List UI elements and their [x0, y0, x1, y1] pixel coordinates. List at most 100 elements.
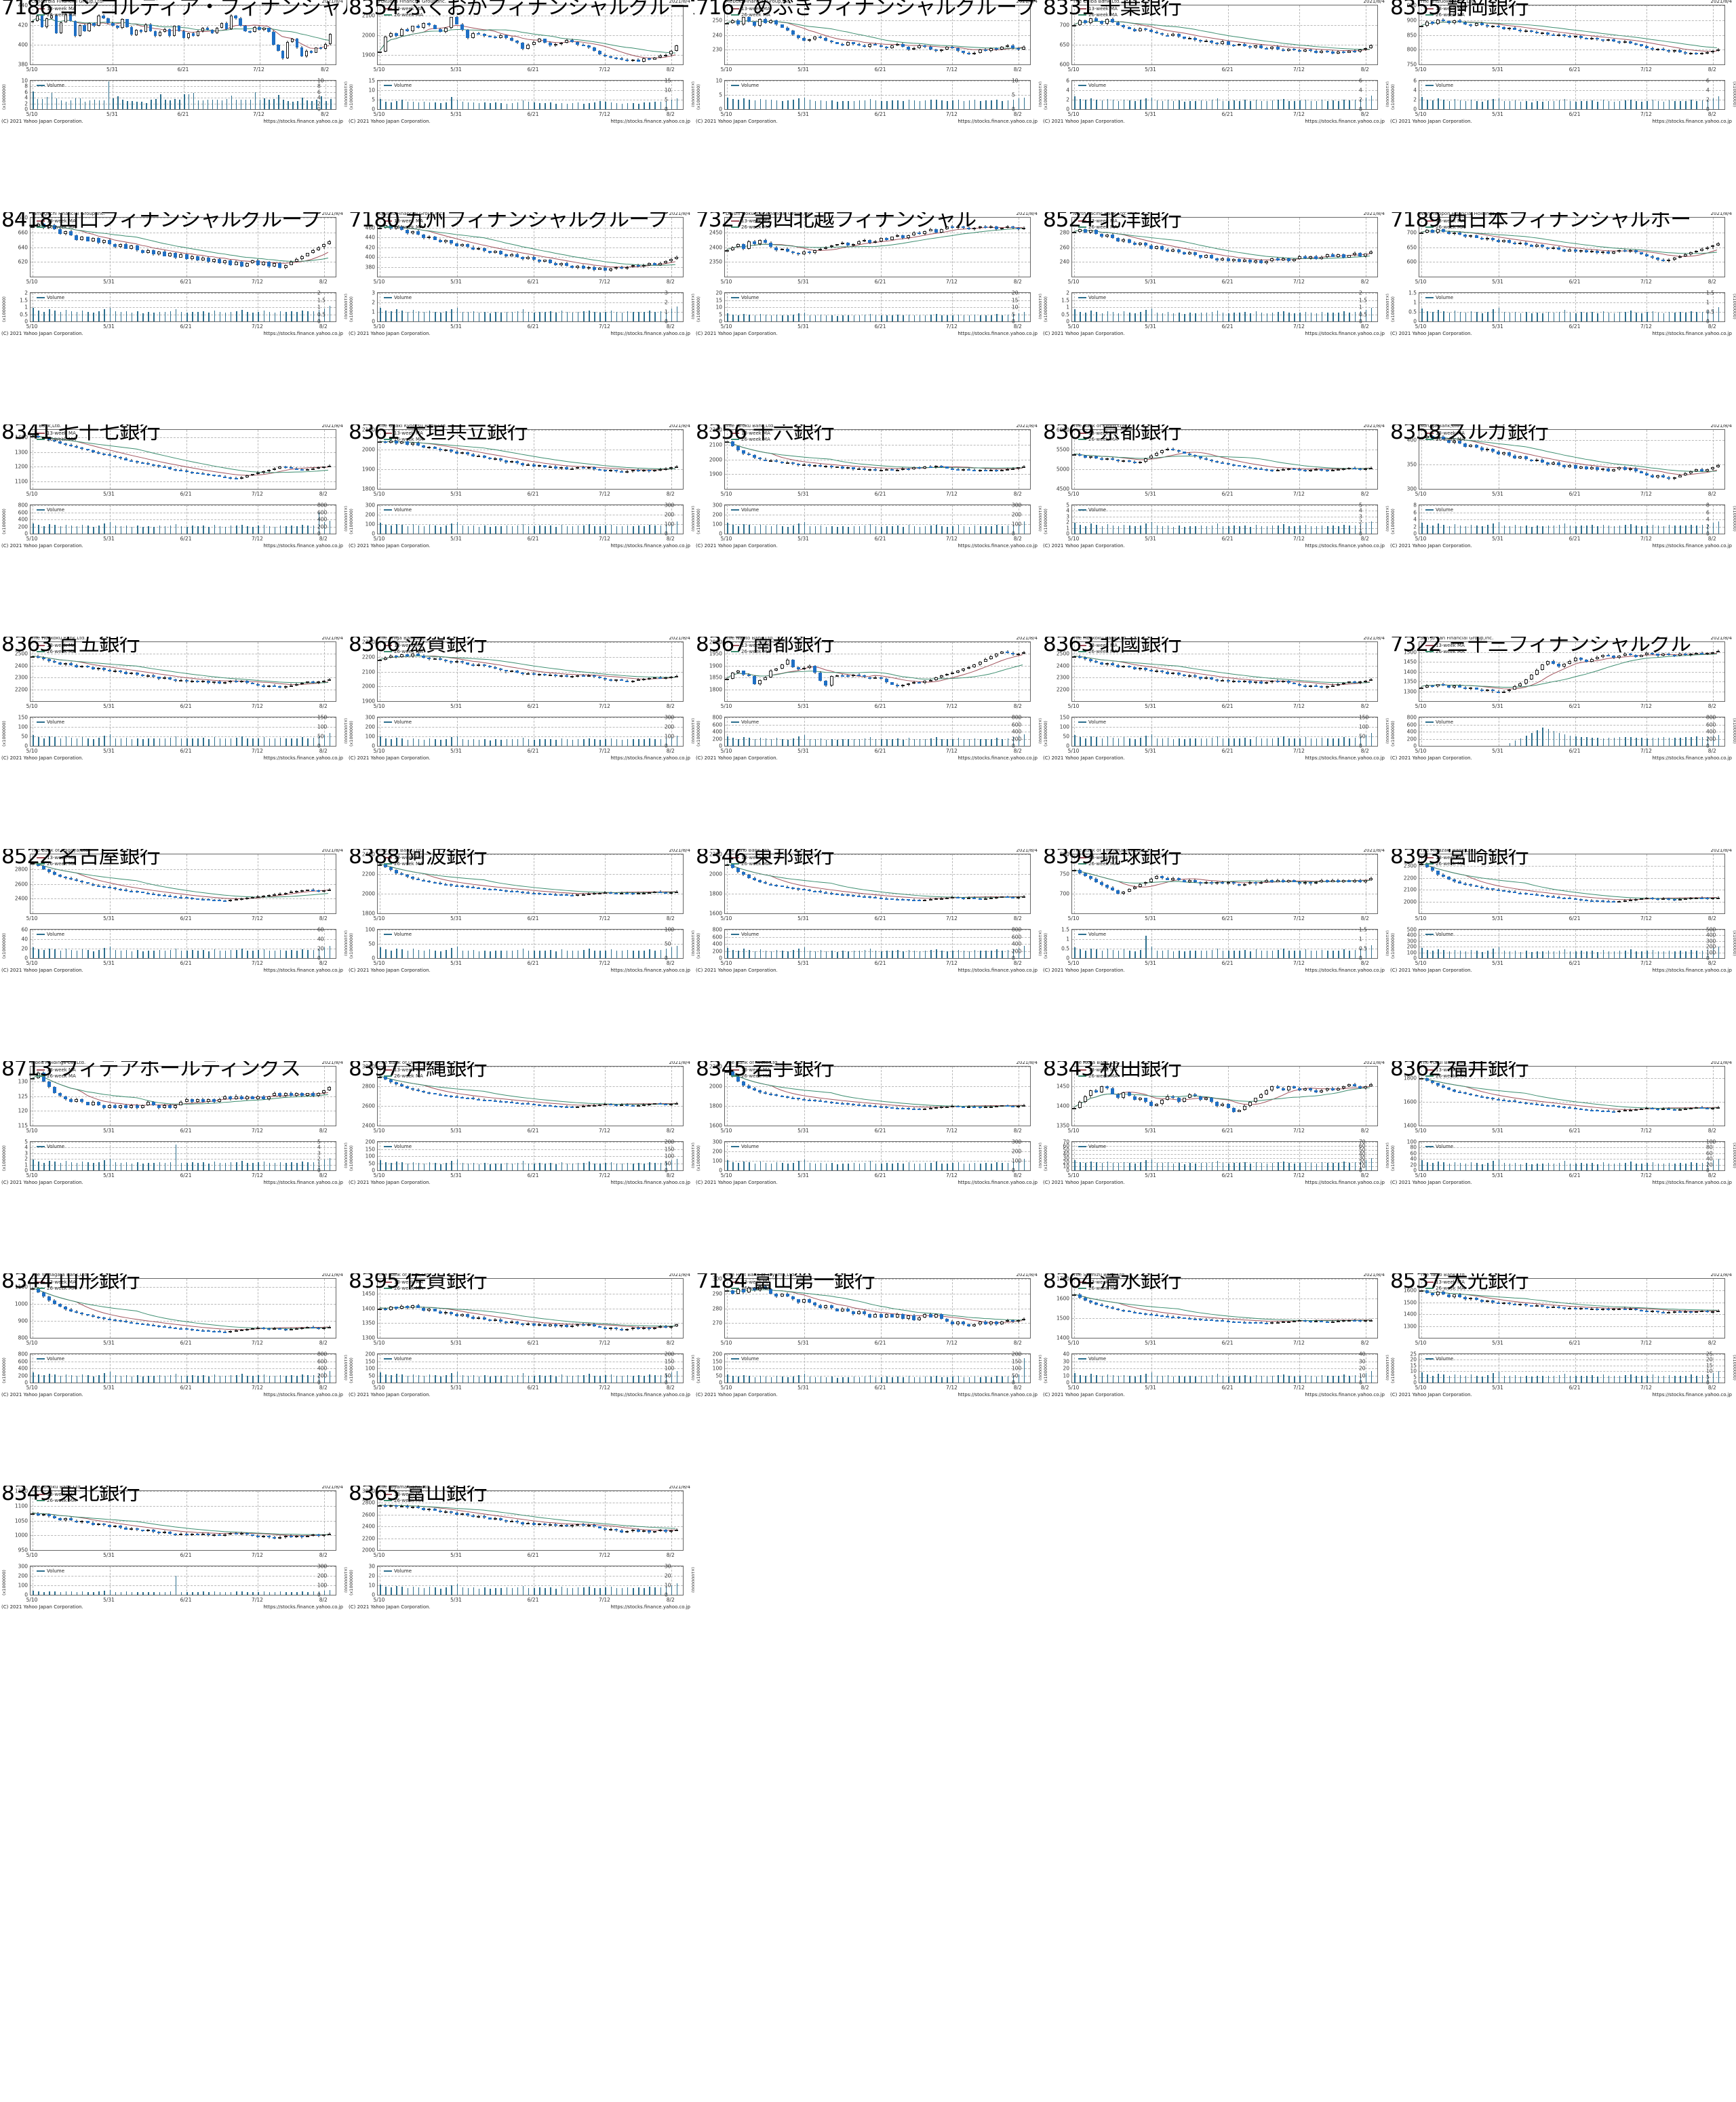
candlestick: [1149, 5, 1153, 64]
candlestick: [323, 5, 328, 64]
candle-body: [1325, 50, 1329, 52]
candle-body: [69, 444, 73, 446]
candlestick: [406, 5, 410, 64]
chart-title-8366: 8366 滋賀銀行: [349, 637, 488, 655]
chart-cell-8363: The Hokkoku Bank,Ltd. 2021/8/4 13-week MA 2…: [0, 637, 347, 849]
volume-bar: [517, 525, 519, 534]
volume-x-tick-label: 5/31: [1492, 536, 1503, 542]
candlestick: [1254, 218, 1258, 277]
volume-y-tick-label-right: 1: [317, 304, 321, 311]
copyright-text: (C) 2021 Yahoo Japan Corporation.: [696, 543, 778, 549]
volume-bar: [1547, 100, 1549, 109]
volume-bar: [804, 312, 806, 321]
candle-body: [1193, 37, 1197, 41]
copyright-text: (C) 2021 Yahoo Japan Corporation.: [1390, 543, 1472, 549]
candlestick: [1353, 5, 1357, 64]
volume-bar: [41, 99, 43, 109]
volume-y-tick-label: 300: [365, 502, 375, 509]
volume-y-tick-label-right: 8: [1706, 502, 1710, 509]
volume-y-tick-label-right: 200: [1012, 511, 1022, 518]
candle-body: [1226, 463, 1230, 465]
candle-body: [1259, 45, 1263, 48]
candle-body: [31, 656, 35, 658]
volume-bar: [38, 736, 39, 746]
volume-y-tick-label: 100: [365, 733, 375, 740]
volume-bar: [599, 313, 601, 321]
candlestick: [1617, 430, 1621, 489]
volume-bar: [555, 313, 557, 321]
volume-plot-area: [724, 504, 1031, 534]
candle-body: [774, 247, 778, 250]
volume-bar: [473, 525, 475, 534]
volume-bar: [1657, 526, 1659, 534]
volume-bar: [1503, 312, 1505, 321]
candlestick: [857, 642, 861, 701]
candle-body: [840, 467, 844, 469]
candle-body: [1254, 467, 1258, 469]
volume-bar: [258, 738, 259, 746]
candlestick: [658, 642, 663, 701]
candle-body: [1672, 258, 1676, 260]
volume-bar: [330, 98, 332, 109]
volume-bar: [517, 738, 519, 746]
candle-body: [466, 244, 470, 247]
volume-bar: [760, 524, 762, 534]
candle-body: [1612, 39, 1616, 42]
candle-body: [278, 467, 282, 469]
volume-x-tick-label: 5/31: [106, 111, 118, 117]
volume-bar: [1487, 525, 1488, 534]
volume-bar: [429, 525, 431, 534]
candle-body: [1562, 34, 1566, 37]
candlestick: [179, 430, 183, 489]
volume-y-tick-label: 3: [372, 290, 375, 296]
candle-body: [1303, 256, 1307, 258]
candle-body: [256, 473, 260, 475]
candle-body: [1545, 33, 1550, 35]
volume-bar: [71, 526, 73, 534]
candle-body: [1072, 25, 1076, 26]
volume-bar: [1448, 312, 1451, 321]
candle-body: [1171, 33, 1175, 37]
volume-bar: [1343, 99, 1345, 109]
chart-as-of-date: 2021/8/4: [321, 424, 343, 429]
candlestick: [1336, 5, 1340, 64]
candlestick: [125, 5, 129, 64]
candle-body: [1127, 26, 1131, 29]
volume-bar: [511, 739, 513, 746]
candle-body: [239, 681, 243, 683]
volume-bar: [599, 100, 601, 109]
price-x-tick-label: 5/31: [1492, 279, 1503, 285]
candle-body: [1166, 448, 1170, 451]
price-x-tick-label: 8/2: [319, 703, 328, 709]
volume-bar: [1217, 98, 1219, 109]
price-gridline-v: [1151, 5, 1152, 64]
volume-y-axis-right: 0 100 200 300: [1012, 502, 1038, 537]
candle-body: [119, 244, 123, 247]
candle-body: [818, 248, 823, 250]
volume-bar: [192, 526, 193, 534]
volume-bar: [467, 739, 469, 746]
volume-bar: [175, 736, 177, 746]
volume-bar: [230, 526, 232, 534]
candle-body: [553, 43, 557, 46]
volume-bar: [539, 102, 540, 109]
volume-bar: [288, 100, 289, 109]
candle-body: [736, 445, 740, 451]
volume-bar: [148, 526, 149, 534]
candle-body: [460, 24, 465, 31]
candlestick: [1325, 218, 1329, 277]
candlestick: [83, 5, 86, 64]
volume-y-tick-label-right: 200: [665, 723, 675, 730]
volume-bar: [484, 102, 486, 109]
volume-gridline-h: [378, 321, 683, 322]
candlestick: [884, 430, 888, 489]
candle-body: [1242, 466, 1246, 468]
candlestick: [945, 642, 949, 701]
candlestick: [939, 430, 943, 489]
candlestick: [1595, 430, 1599, 489]
candlestick: [1694, 5, 1698, 64]
volume-bar: [1080, 98, 1081, 109]
volume-bar: [1167, 100, 1169, 109]
price-x-axis: 5/10 5/31 6/21 7/12 8/2: [721, 490, 1031, 498]
volume-unit-right: (x1000000): [1732, 81, 1736, 107]
